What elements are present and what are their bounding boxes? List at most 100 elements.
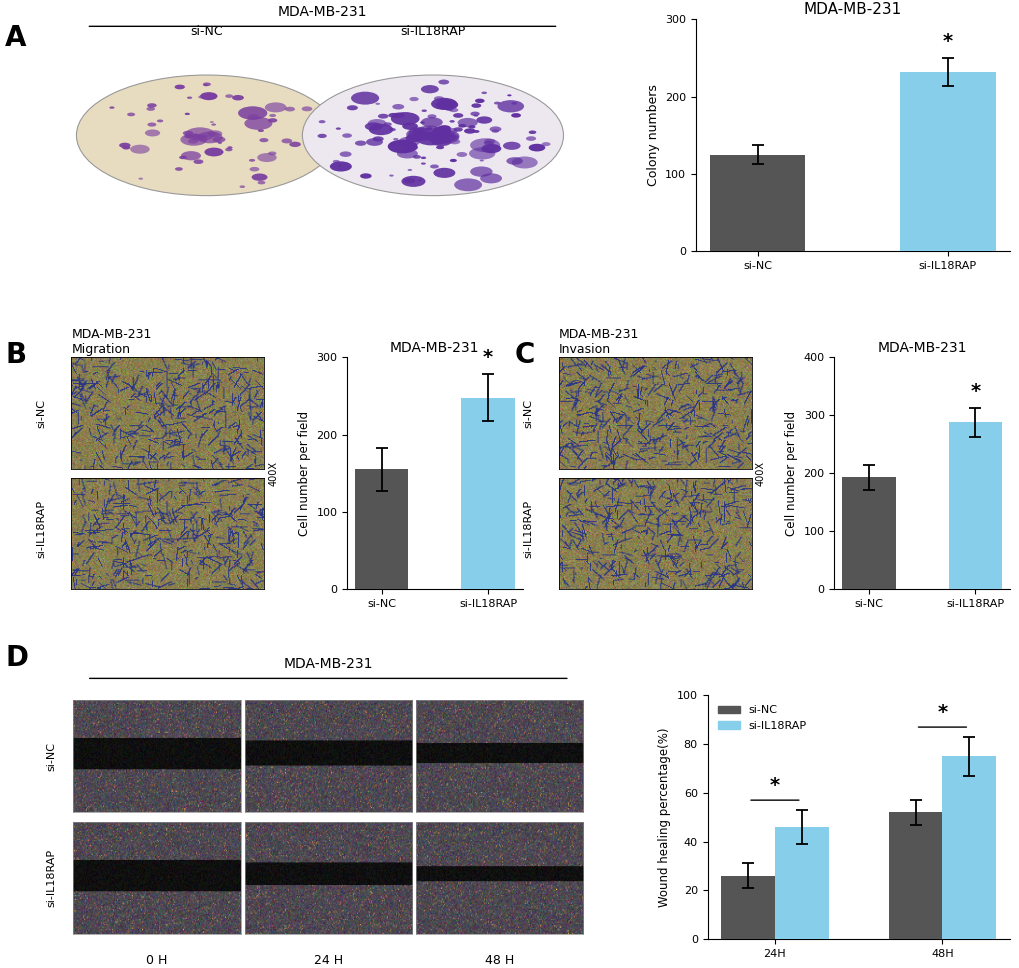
Circle shape <box>145 130 160 136</box>
Circle shape <box>157 119 163 122</box>
Circle shape <box>445 107 452 111</box>
Circle shape <box>392 104 404 109</box>
Circle shape <box>147 104 157 107</box>
Circle shape <box>427 114 436 118</box>
Circle shape <box>383 122 391 126</box>
Circle shape <box>392 137 398 140</box>
Text: C: C <box>515 341 535 369</box>
Bar <box>461 398 514 590</box>
Circle shape <box>406 145 418 150</box>
Text: A: A <box>5 24 26 52</box>
Circle shape <box>428 128 432 130</box>
Circle shape <box>179 156 186 159</box>
Circle shape <box>211 124 216 126</box>
Text: MDA-MB-231
Migration: MDA-MB-231 Migration <box>71 328 152 356</box>
Circle shape <box>433 96 443 101</box>
Circle shape <box>448 139 460 144</box>
Circle shape <box>265 103 286 112</box>
Circle shape <box>130 144 150 154</box>
Circle shape <box>410 144 415 146</box>
Circle shape <box>249 159 255 162</box>
Circle shape <box>426 127 432 130</box>
Circle shape <box>406 147 414 151</box>
Circle shape <box>406 135 422 142</box>
Circle shape <box>427 136 438 141</box>
Text: si-IL18RAP: si-IL18RAP <box>399 25 465 38</box>
Circle shape <box>403 178 415 183</box>
Circle shape <box>269 114 276 117</box>
Circle shape <box>480 173 501 183</box>
Circle shape <box>408 131 425 138</box>
Circle shape <box>446 134 454 138</box>
Circle shape <box>469 126 474 128</box>
Circle shape <box>335 128 340 130</box>
Circle shape <box>342 134 352 137</box>
Circle shape <box>481 92 486 94</box>
Circle shape <box>109 106 114 108</box>
Title: MDA-MB-231: MDA-MB-231 <box>803 2 901 16</box>
Circle shape <box>147 106 155 111</box>
Text: *: * <box>942 32 952 51</box>
Circle shape <box>443 128 457 135</box>
Circle shape <box>473 130 479 133</box>
Circle shape <box>377 113 388 119</box>
Text: *: * <box>769 776 780 796</box>
Circle shape <box>457 152 467 157</box>
Circle shape <box>180 151 201 161</box>
Text: B: B <box>5 341 26 369</box>
Text: 400X: 400X <box>755 461 764 486</box>
Y-axis label: Cell number per field: Cell number per field <box>298 410 311 536</box>
Circle shape <box>437 125 450 131</box>
Circle shape <box>412 128 422 133</box>
Circle shape <box>506 94 512 97</box>
Circle shape <box>417 179 421 181</box>
Circle shape <box>430 136 449 144</box>
Circle shape <box>388 113 398 118</box>
Y-axis label: Wound healing percentage(%): Wound healing percentage(%) <box>657 727 671 907</box>
Circle shape <box>317 134 326 138</box>
Circle shape <box>372 136 383 141</box>
Circle shape <box>409 127 427 136</box>
Bar <box>888 812 942 939</box>
Circle shape <box>76 76 337 196</box>
Circle shape <box>369 124 393 136</box>
Circle shape <box>475 99 484 103</box>
Legend: si-NC, si-IL18RAP: si-NC, si-IL18RAP <box>712 701 810 736</box>
Circle shape <box>207 131 222 137</box>
Circle shape <box>397 141 407 145</box>
Text: 48 H: 48 H <box>484 953 514 967</box>
Circle shape <box>476 116 492 124</box>
Circle shape <box>245 117 272 130</box>
Circle shape <box>388 128 395 132</box>
Circle shape <box>227 146 232 149</box>
Bar <box>900 72 995 252</box>
Bar <box>948 422 1001 590</box>
Circle shape <box>225 94 233 98</box>
Text: *: * <box>482 348 492 368</box>
Circle shape <box>431 135 436 136</box>
Circle shape <box>339 151 352 157</box>
Circle shape <box>365 122 382 131</box>
Circle shape <box>203 82 211 86</box>
Circle shape <box>259 138 268 142</box>
Circle shape <box>366 138 382 146</box>
Circle shape <box>346 106 358 110</box>
Circle shape <box>258 129 264 132</box>
Circle shape <box>180 134 207 146</box>
Circle shape <box>493 102 500 105</box>
Text: si-IL18RAP: si-IL18RAP <box>46 849 56 907</box>
Circle shape <box>458 118 477 127</box>
Text: MDA-MB-231
Invasion: MDA-MB-231 Invasion <box>558 328 638 356</box>
Circle shape <box>481 144 501 153</box>
Circle shape <box>355 140 366 146</box>
Circle shape <box>458 124 466 128</box>
Text: *: * <box>936 703 947 722</box>
Circle shape <box>415 126 444 139</box>
Circle shape <box>435 145 443 149</box>
Circle shape <box>213 133 217 135</box>
Circle shape <box>420 157 426 159</box>
Circle shape <box>139 177 143 180</box>
Circle shape <box>452 113 463 118</box>
Circle shape <box>332 160 339 164</box>
Circle shape <box>438 79 448 84</box>
